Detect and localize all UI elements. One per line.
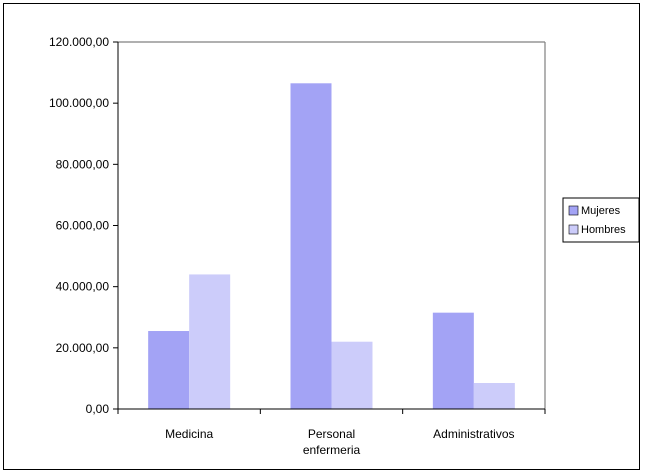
y-tick-label: 0,00 xyxy=(86,402,110,416)
bar-mujeres-2 xyxy=(290,83,332,409)
legend-box xyxy=(562,197,640,243)
bar-mujeres-3 xyxy=(432,312,474,409)
y-tick-label: 60.000,00 xyxy=(56,219,110,233)
bar-mujeres-1 xyxy=(148,331,190,409)
labels-group: 0,00 20.000,00 40.000,00 60.000,00 80.000,00… xyxy=(49,35,515,457)
legend-swatch-hombres xyxy=(568,224,579,235)
bar-hombres-3 xyxy=(473,383,515,409)
bar-hombres-2 xyxy=(331,341,373,409)
x-category-label: Medicina xyxy=(165,427,213,441)
y-tick-label: 40.000,00 xyxy=(56,280,110,294)
legend-label-mujeres: Mujeres xyxy=(581,205,621,217)
bar-hombres-1 xyxy=(189,274,231,409)
x-category-label: Personal enfermeria xyxy=(303,427,361,457)
y-tick-label: 20.000,00 xyxy=(56,341,110,355)
x-category-label: Administrativos xyxy=(433,427,514,441)
legend: Mujeres Hombres xyxy=(562,197,640,243)
legend-swatch-mujeres xyxy=(568,205,579,216)
legend-label-hombres: Hombres xyxy=(581,224,626,236)
y-tick-label: 80.000,00 xyxy=(56,157,110,171)
y-tick-label: 100.000,00 xyxy=(49,96,109,110)
y-tick-label: 120.000,00 xyxy=(49,35,109,49)
bars-group xyxy=(148,83,515,409)
axes-group xyxy=(113,41,546,414)
